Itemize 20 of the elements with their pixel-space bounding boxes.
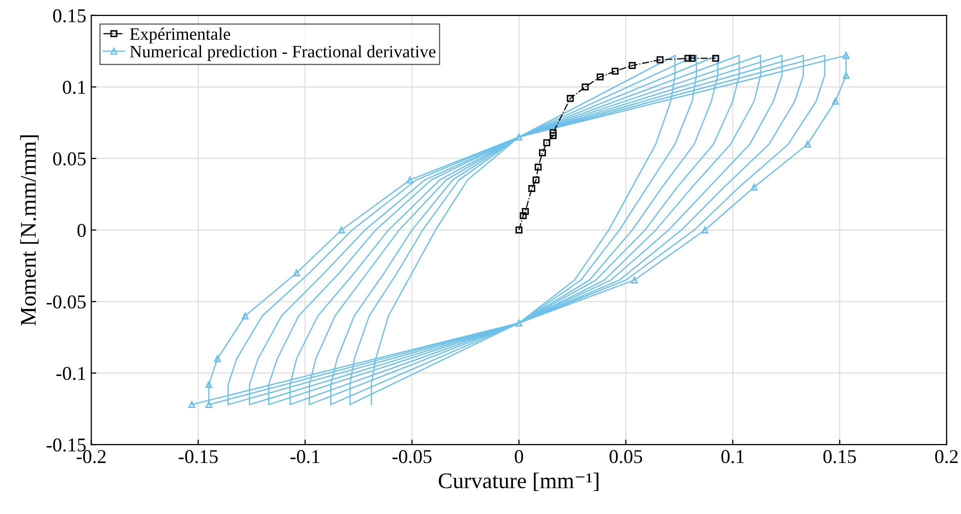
x-tick-label: -0.1 bbox=[290, 450, 320, 464]
y-tick-label: 0.05 bbox=[53, 152, 86, 166]
x-tick-label: 0.15 bbox=[823, 450, 856, 464]
legend-label: Expérimentale bbox=[130, 28, 230, 44]
y-tick-label: -0.15 bbox=[46, 438, 86, 452]
x-tick-label: 0.05 bbox=[610, 450, 642, 464]
y-tick-label: 0.15 bbox=[53, 9, 86, 22]
x-tick-label: -0.05 bbox=[392, 450, 432, 464]
y-tick-label: -0.1 bbox=[56, 366, 86, 380]
x-tick-label: -0.2 bbox=[76, 450, 106, 464]
x-axis-title: Curvature [mm⁻¹] bbox=[438, 472, 598, 492]
legend-label: Numerical prediction - Fractional derivative bbox=[130, 45, 436, 62]
x-tick-label: 0.1 bbox=[721, 450, 744, 464]
y-tick-label: -0.05 bbox=[46, 295, 86, 309]
x-tick-label: 0.2 bbox=[935, 450, 958, 464]
x-tick-label: 0 bbox=[514, 450, 524, 464]
y-tick-label: 0 bbox=[77, 224, 86, 237]
y-axis-title: Moment [N.mm/mm] bbox=[20, 135, 39, 326]
x-tick-label: -0.15 bbox=[178, 450, 218, 464]
y-tick-label: 0.1 bbox=[62, 80, 86, 94]
